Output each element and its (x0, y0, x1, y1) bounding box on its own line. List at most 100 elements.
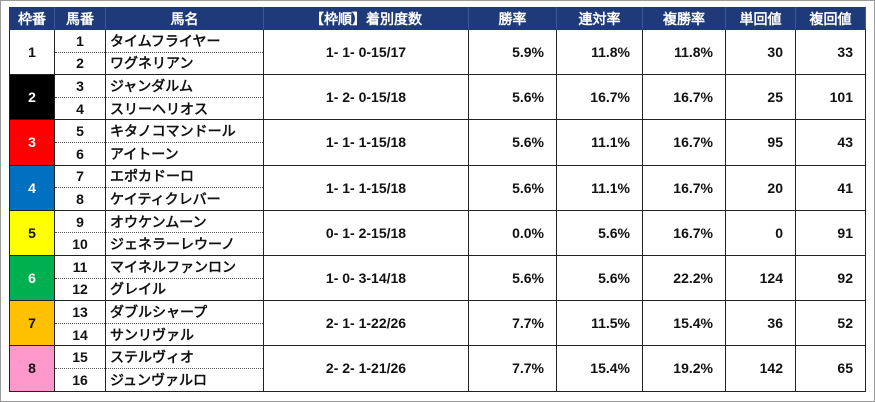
waku-cell: 8 (9, 345, 55, 392)
header-fuku-return: 複回値 (795, 7, 866, 30)
fukusho-rate-cell: 15.4% (642, 300, 726, 347)
horse-name-cell: ステルヴィオ (105, 345, 264, 369)
horse-name-cell: グレイル (105, 278, 264, 302)
horse-name-cell: ケイティクレバー (105, 187, 264, 211)
table-row: 5 9 オウケンムーン 0- 1- 2-15/18 0.0% 5.6% 16.7% 0 91 (9, 209, 866, 256)
horse-name-cell: タイムフライヤー (105, 29, 264, 53)
win-rate-cell: 5.6% (468, 119, 557, 166)
table-row: 10 ジェネラーレウーノ (10, 232, 866, 256)
fukusho-rate-cell: 19.2% (642, 345, 726, 392)
table-row: 3 5 キタノコマンドール 1- 1- 1-15/18 5.6% 11.1% 16.7% 95… (9, 119, 866, 166)
fuku-return-cell: 43 (795, 119, 866, 166)
tan-return-cell: 25 (725, 74, 796, 121)
fuku-return-cell: 52 (795, 300, 866, 347)
record-cell: 1- 1- 0-15/17 (263, 28, 469, 76)
rentai-rate-cell: 11.1% (556, 164, 643, 211)
rentai-rate-cell: 15.4% (556, 345, 643, 392)
umaban-cell: 8 (54, 187, 106, 211)
tan-return-cell: 95 (725, 119, 796, 166)
fuku-return-cell: 101 (795, 74, 866, 121)
umaban-cell: 14 (54, 323, 106, 347)
tan-return-cell: 124 (725, 254, 796, 302)
horse-name-cell: エポカドーロ (105, 164, 264, 189)
header-umaban: 馬番 (54, 7, 106, 30)
waku-cell: 2 (9, 74, 55, 121)
header-fukusho-rate: 複勝率 (642, 7, 726, 30)
umaban-cell: 6 (54, 142, 106, 166)
table-row: 1 1 タイムフライヤー 1- 1- 0-15/17 5.9% 11.8% 11.8% 30 3… (9, 28, 866, 76)
rentai-rate-cell: 11.8% (556, 28, 643, 76)
fukusho-rate-cell: 16.7% (642, 164, 726, 211)
waku-cell: 1 (9, 28, 55, 76)
header-row: 枠番 馬番 馬名 【枠順】着別度数 勝率 連対率 複勝率 単回値 複回値 (9, 7, 866, 30)
table-row: 8 15 ステルヴィオ 2- 2- 1-21/26 7.7% 15.4% 19.2% 142 6… (9, 345, 866, 392)
header-win-rate: 勝率 (468, 7, 557, 30)
tan-return-cell: 36 (725, 300, 796, 347)
umaban-cell: 3 (54, 74, 106, 98)
win-rate-cell: 5.6% (468, 254, 557, 302)
rentai-rate-cell: 16.7% (556, 74, 643, 121)
win-rate-cell: 5.6% (468, 74, 557, 121)
waku-cell: 5 (9, 209, 55, 256)
tan-return-cell: 20 (725, 164, 796, 211)
rentai-rate-cell: 11.1% (556, 119, 643, 166)
win-rate-cell: 7.7% (468, 345, 557, 392)
win-rate-cell: 5.6% (468, 164, 557, 211)
umaban-cell: 13 (54, 300, 106, 324)
umaban-cell: 15 (54, 345, 106, 369)
header-horse-name: 馬名 (105, 7, 264, 30)
record-cell: 2- 1- 1-22/26 (263, 300, 469, 347)
umaban-cell: 7 (54, 164, 106, 189)
umaban-cell: 1 (54, 29, 106, 53)
record-cell: 1- 0- 3-14/18 (263, 254, 469, 302)
record-cell: 1- 2- 0-15/18 (263, 74, 469, 121)
header-tan-return: 単回値 (725, 7, 796, 30)
umaban-cell: 11 (54, 254, 106, 279)
umaban-cell: 2 (54, 52, 106, 76)
umaban-cell: 12 (54, 278, 106, 302)
horse-name-cell: ジュンヴァルロ (105, 368, 264, 392)
fukusho-rate-cell: 11.8% (642, 28, 726, 76)
fukusho-rate-cell: 16.7% (642, 119, 726, 166)
header-rentai-rate: 連対率 (556, 7, 643, 30)
header-waku: 枠番 (9, 7, 55, 30)
horse-name-cell: キタノコマンドール (105, 119, 264, 143)
fukusho-rate-cell: 16.7% (642, 209, 726, 256)
record-cell: 2- 2- 1-21/26 (263, 345, 469, 392)
record-cell: 1- 1- 1-15/18 (263, 164, 469, 211)
fuku-return-cell: 41 (795, 164, 866, 211)
table-row: 7 13 ダブルシャープ 2- 1- 1-22/26 7.7% 11.5% 15.4% 36 5… (9, 300, 866, 347)
table-row: 16 ジュンヴァルロ (10, 368, 866, 392)
tan-return-cell: 0 (725, 209, 796, 256)
table-row: 6 11 マイネルファンロン 1- 0- 3-14/18 5.6% 5.6% 22.2% 12… (9, 254, 866, 302)
horse-name-cell: マイネルファンロン (105, 254, 264, 279)
horse-name-cell: サンリヴァル (105, 323, 264, 347)
table-row: 4 7 エポカドーロ 1- 1- 1-15/18 5.6% 11.1% 16.7% 20 41 (9, 164, 866, 211)
horse-name-cell: ダブルシャープ (105, 300, 264, 324)
umaban-cell: 10 (54, 232, 106, 256)
umaban-cell: 4 (54, 97, 106, 121)
tan-return-cell: 30 (725, 28, 796, 76)
table-row: 12 グレイル (10, 278, 866, 302)
rentai-rate-cell: 5.6% (556, 209, 643, 256)
win-rate-cell: 7.7% (468, 300, 557, 347)
win-rate-cell: 0.0% (468, 209, 557, 256)
fuku-return-cell: 33 (795, 28, 866, 76)
horse-name-cell: ジェネラーレウーノ (105, 232, 264, 256)
fukusho-rate-cell: 22.2% (642, 254, 726, 302)
fuku-return-cell: 65 (795, 345, 866, 392)
win-rate-cell: 5.9% (468, 28, 557, 76)
waku-cell: 7 (9, 300, 55, 347)
record-cell: 1- 1- 1-15/18 (263, 119, 469, 166)
tan-return-cell: 142 (725, 345, 796, 392)
horse-name-cell: ワグネリアン (105, 52, 264, 76)
waku-cell: 4 (9, 164, 55, 211)
umaban-cell: 9 (54, 209, 106, 234)
table-row: 4 スリーヘリオス (10, 97, 866, 121)
umaban-cell: 16 (54, 368, 106, 392)
fuku-return-cell: 92 (795, 254, 866, 302)
waku-cell: 6 (9, 254, 55, 302)
horse-name-cell: ジャンダルム (105, 74, 264, 98)
